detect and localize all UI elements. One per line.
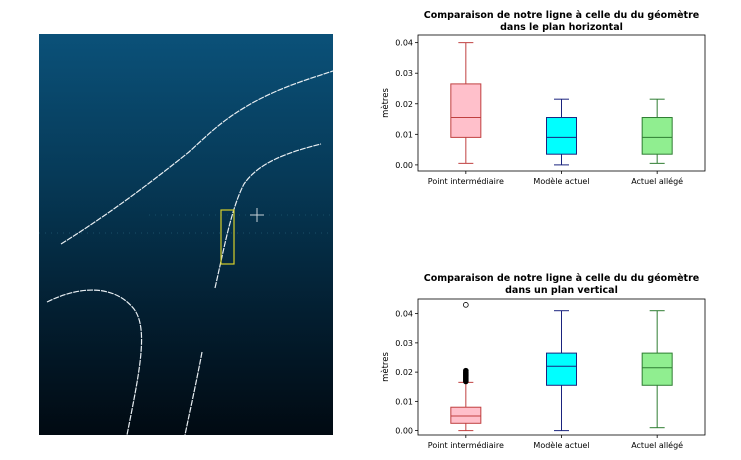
chart-subtitle: dans un plan vertical [505,285,618,296]
selection-marker[interactable] [220,209,235,265]
x-tick-label: Modèle actuel [533,440,589,450]
y-tick-label: 0.03 [395,339,413,348]
chart-subtitle: dans le plan horizontal [500,22,623,33]
box-iqr [546,352,577,386]
box-2 [641,310,673,429]
box-2 [641,98,673,164]
y-tick-label: 0.02 [395,100,413,109]
road-line-lower-curve [46,289,143,435]
boxplot-horizontal-svg: Comparaison de notre ligne à celle du du… [380,10,706,186]
box-iqr [450,83,482,138]
y-tick-label: 0.00 [395,427,413,436]
x-tick-label: Actuel allégé [631,440,683,450]
y-tick-label: 0.00 [395,161,413,170]
y-tick-label: 0.01 [395,397,413,406]
map-viewport[interactable] [39,34,333,435]
boxplot-vertical: Comparaison de notre ligne à celle du du… [378,268,708,456]
y-tick-label: 0.02 [395,368,413,377]
y-axis-label: mètres [380,88,391,118]
y-axis-label: mètres [380,352,391,382]
box-0 [450,42,482,164]
y-tick-label: 0.04 [395,310,413,319]
x-tick-label: Actuel allégé [631,176,683,186]
box-0 [450,302,482,432]
road-line-middle [214,143,322,289]
boxplot-vertical-svg: Comparaison de notre ligne à celle du du… [380,273,706,450]
road-line-lower-right [184,351,203,435]
chart-title: Comparaison de notre ligne à celle du du… [424,273,699,284]
y-tick-label: 0.04 [395,39,413,48]
box-1 [546,98,577,166]
crosshair-icon [250,208,264,222]
road-lines [39,70,333,435]
x-tick-label: Point intermédiaire [428,440,504,450]
box-iqr [641,117,673,155]
box-iqr [641,352,673,386]
x-tick-label: Point intermédiaire [428,176,504,186]
outlier-point [463,367,469,374]
chart-title: Comparaison de notre ligne à celle du du… [424,10,699,21]
road-line-upper [60,70,333,245]
box-iqr [450,406,482,424]
outlier-point [463,302,469,308]
y-tick-label: 0.01 [395,130,413,139]
x-tick-label: Modèle actuel [533,176,589,186]
boxplot-horizontal: Comparaison de notre ligne à celle du du… [378,5,708,195]
y-tick-label: 0.03 [395,69,413,78]
box-1 [546,310,577,432]
box-iqr [546,117,577,155]
